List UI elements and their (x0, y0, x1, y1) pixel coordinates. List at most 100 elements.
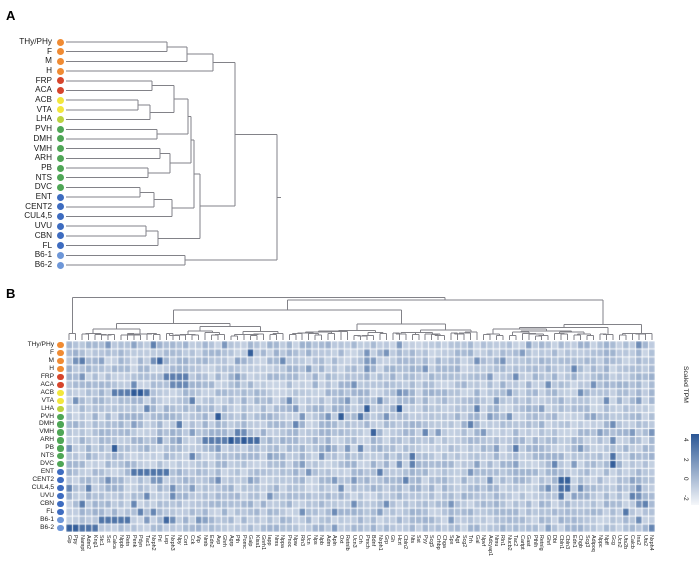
gene-label: Retnlg (538, 535, 545, 551)
region-label: PB (45, 444, 54, 452)
region-label: B6-1 (34, 250, 52, 260)
region-label: PVH (40, 412, 54, 420)
region-label: H (46, 66, 52, 75)
panel-b-letter: B (6, 286, 16, 301)
region-color-dot (56, 77, 64, 85)
region-label: PVH (35, 124, 52, 134)
region-color-dot (56, 48, 64, 56)
region-label: VMH (39, 428, 54, 436)
region-color-dot (57, 373, 64, 380)
region-label: THy/PHy (27, 340, 54, 348)
gene-label: Npvf (480, 535, 487, 547)
region-color-dot (56, 67, 64, 75)
region-label: LHA (36, 114, 52, 124)
gene-label: Gip (65, 535, 72, 544)
region-label: CUL4,5 (24, 211, 52, 221)
gene-label: Pyy (421, 535, 428, 544)
region-label: M (48, 356, 55, 364)
gene-label: Rln1 (499, 535, 506, 547)
region-color-dot (57, 381, 64, 388)
gene-label: Retn (124, 535, 131, 547)
gene-label: Spx (447, 535, 454, 545)
region-color-dot (57, 429, 64, 436)
region-color-dot (56, 125, 64, 133)
region-color-dot (57, 365, 64, 372)
gene-label: Npw (292, 535, 299, 546)
region-label: CBN (40, 500, 54, 508)
gene-label: Kiss1 (253, 535, 260, 549)
region-label: NTS (40, 452, 54, 460)
gene-label: Nps (311, 535, 318, 545)
region-color-dot (57, 453, 64, 460)
region-label: PB (41, 162, 52, 172)
gene-label: Ghrh (221, 535, 228, 547)
region-color-dot (57, 493, 64, 500)
gene-label: Adm2 (85, 535, 92, 550)
gene-label: Agt (454, 535, 461, 544)
gene-label: Gh (389, 535, 396, 543)
gene-label: Pomc (240, 535, 247, 549)
region-color-dot (56, 174, 64, 182)
gene-label: Ucn3 (350, 535, 357, 548)
gene-label: Ucn (305, 535, 312, 545)
region-color-dot (56, 96, 64, 104)
region-color-dot (57, 413, 64, 420)
gene-label: Scg3 (583, 535, 590, 548)
gene-label: Rln3 (298, 535, 305, 547)
legend-tick: 0 (682, 477, 689, 481)
region-label: NTS (35, 172, 52, 182)
heatmap-grid[interactable] (66, 341, 655, 532)
region-label: FL (46, 508, 54, 515)
region-color-dot (57, 485, 64, 492)
gene-label: Edn1 (570, 535, 577, 548)
gene-label: Cbln2 (402, 535, 409, 550)
region-label: FRP (35, 75, 52, 85)
region-label: DVC (40, 460, 54, 468)
region-label: ARH (34, 153, 52, 163)
region-color-dot (56, 106, 64, 114)
gene-label: Uts2 (641, 535, 648, 547)
region-label: H (49, 364, 54, 372)
region-color-dot (56, 203, 64, 211)
gene-label: Scg2 (460, 535, 467, 548)
gene-label: Adcyap1 (486, 535, 493, 556)
gene-label: Edn2 (208, 535, 215, 548)
region-color-dot (56, 116, 64, 124)
region-color-dot (56, 222, 64, 230)
gene-label: Npy (175, 535, 182, 545)
gene-label: Trh (467, 535, 474, 543)
gene-label: Nppc (596, 535, 603, 548)
region-label: DVC (34, 182, 52, 192)
region-label: DMH (33, 133, 52, 143)
region-label: CENT2 (32, 476, 54, 484)
region-color-dot (57, 357, 64, 364)
region-label: B6-2 (34, 259, 52, 269)
region-label: CUL4,5 (31, 484, 54, 492)
gene-label: Ppy (72, 535, 79, 545)
region-label: ARH (40, 436, 54, 444)
gene-label: Npb (318, 535, 325, 545)
region-color-dot (57, 509, 64, 516)
gene-label: Apln (331, 535, 338, 546)
gene-label: Pnoc (285, 535, 292, 548)
gene-label: Stc1 (98, 535, 105, 546)
gene-label: Pmch (363, 535, 370, 549)
region-color-dot (56, 154, 64, 162)
gene-label: Nxph3 (169, 535, 176, 551)
region-label: ACA (35, 85, 52, 95)
gene-label: Calca (111, 535, 118, 549)
gene-label: Chga (441, 535, 448, 548)
region-color-dot (57, 341, 64, 349)
region-label: CBN (34, 230, 52, 240)
region-label: VTA (36, 104, 52, 114)
gene-label: Iapp (266, 535, 273, 546)
gene-label: Avp (214, 535, 221, 545)
gene-label: Crh (357, 535, 364, 544)
gene-label: Tac2 (512, 535, 519, 547)
gene-label: Galp (247, 535, 254, 547)
region-color-dot (56, 232, 64, 240)
region-color-dot (56, 251, 64, 259)
panel-a-letter: A (6, 8, 16, 23)
